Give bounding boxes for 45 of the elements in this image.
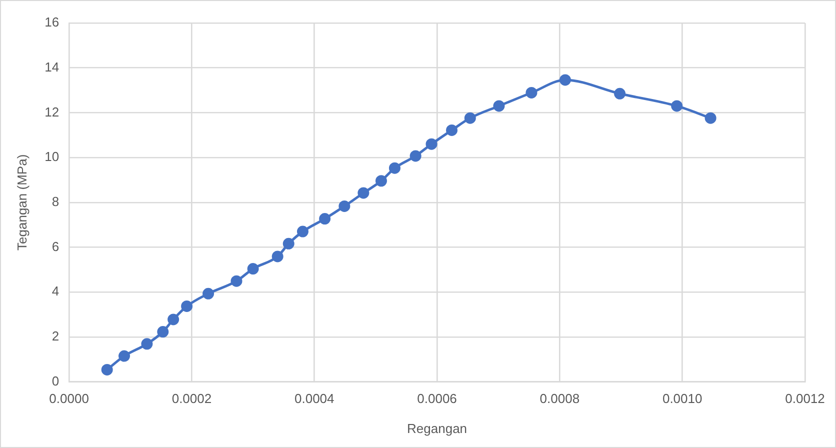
point: [168, 314, 180, 326]
point: [230, 275, 242, 287]
point: [526, 86, 538, 98]
point: [101, 364, 113, 376]
point: [375, 175, 387, 187]
point: [493, 100, 505, 112]
point: [247, 263, 259, 275]
point: [559, 74, 571, 86]
point: [282, 238, 294, 250]
point: [426, 138, 438, 150]
x-tick-label: 0.0002: [172, 391, 212, 406]
point: [614, 88, 626, 100]
x-axis-title: Regangan: [407, 420, 468, 436]
point: [358, 187, 370, 199]
y-tick-label: 8: [52, 194, 60, 209]
y-tick-label: 16: [44, 14, 60, 30]
y-tick-label: 6: [52, 238, 60, 254]
y-tick-label: 10: [44, 149, 60, 164]
point: [181, 300, 193, 312]
point: [296, 226, 308, 238]
y-tick-label: 14: [44, 59, 60, 74]
x-tick-label: 0.0000: [49, 391, 89, 406]
point: [410, 150, 422, 162]
point: [202, 288, 214, 300]
point: [671, 100, 683, 112]
y-tick-label: 2: [52, 328, 60, 344]
x-tick-label: 0.0008: [540, 391, 580, 406]
point: [157, 326, 169, 338]
point: [272, 250, 284, 262]
point: [319, 213, 331, 225]
x-tick-label: 0.0012: [785, 391, 825, 406]
point: [704, 112, 716, 124]
point: [446, 124, 458, 136]
x-tick-label: 0.0006: [417, 391, 457, 406]
y-tick-label: 4: [52, 284, 60, 299]
point: [141, 338, 153, 350]
y-axis-title: Tegangan (MPa): [14, 154, 30, 250]
point: [388, 162, 400, 174]
point: [464, 112, 476, 124]
y-tick-label: 0: [52, 373, 60, 388]
y-tick-label: 12: [44, 104, 60, 120]
x-tick-label: 0.0004: [294, 391, 334, 406]
x-tick-label: 0.0010: [662, 391, 702, 406]
point: [118, 350, 130, 362]
point: [338, 200, 350, 212]
